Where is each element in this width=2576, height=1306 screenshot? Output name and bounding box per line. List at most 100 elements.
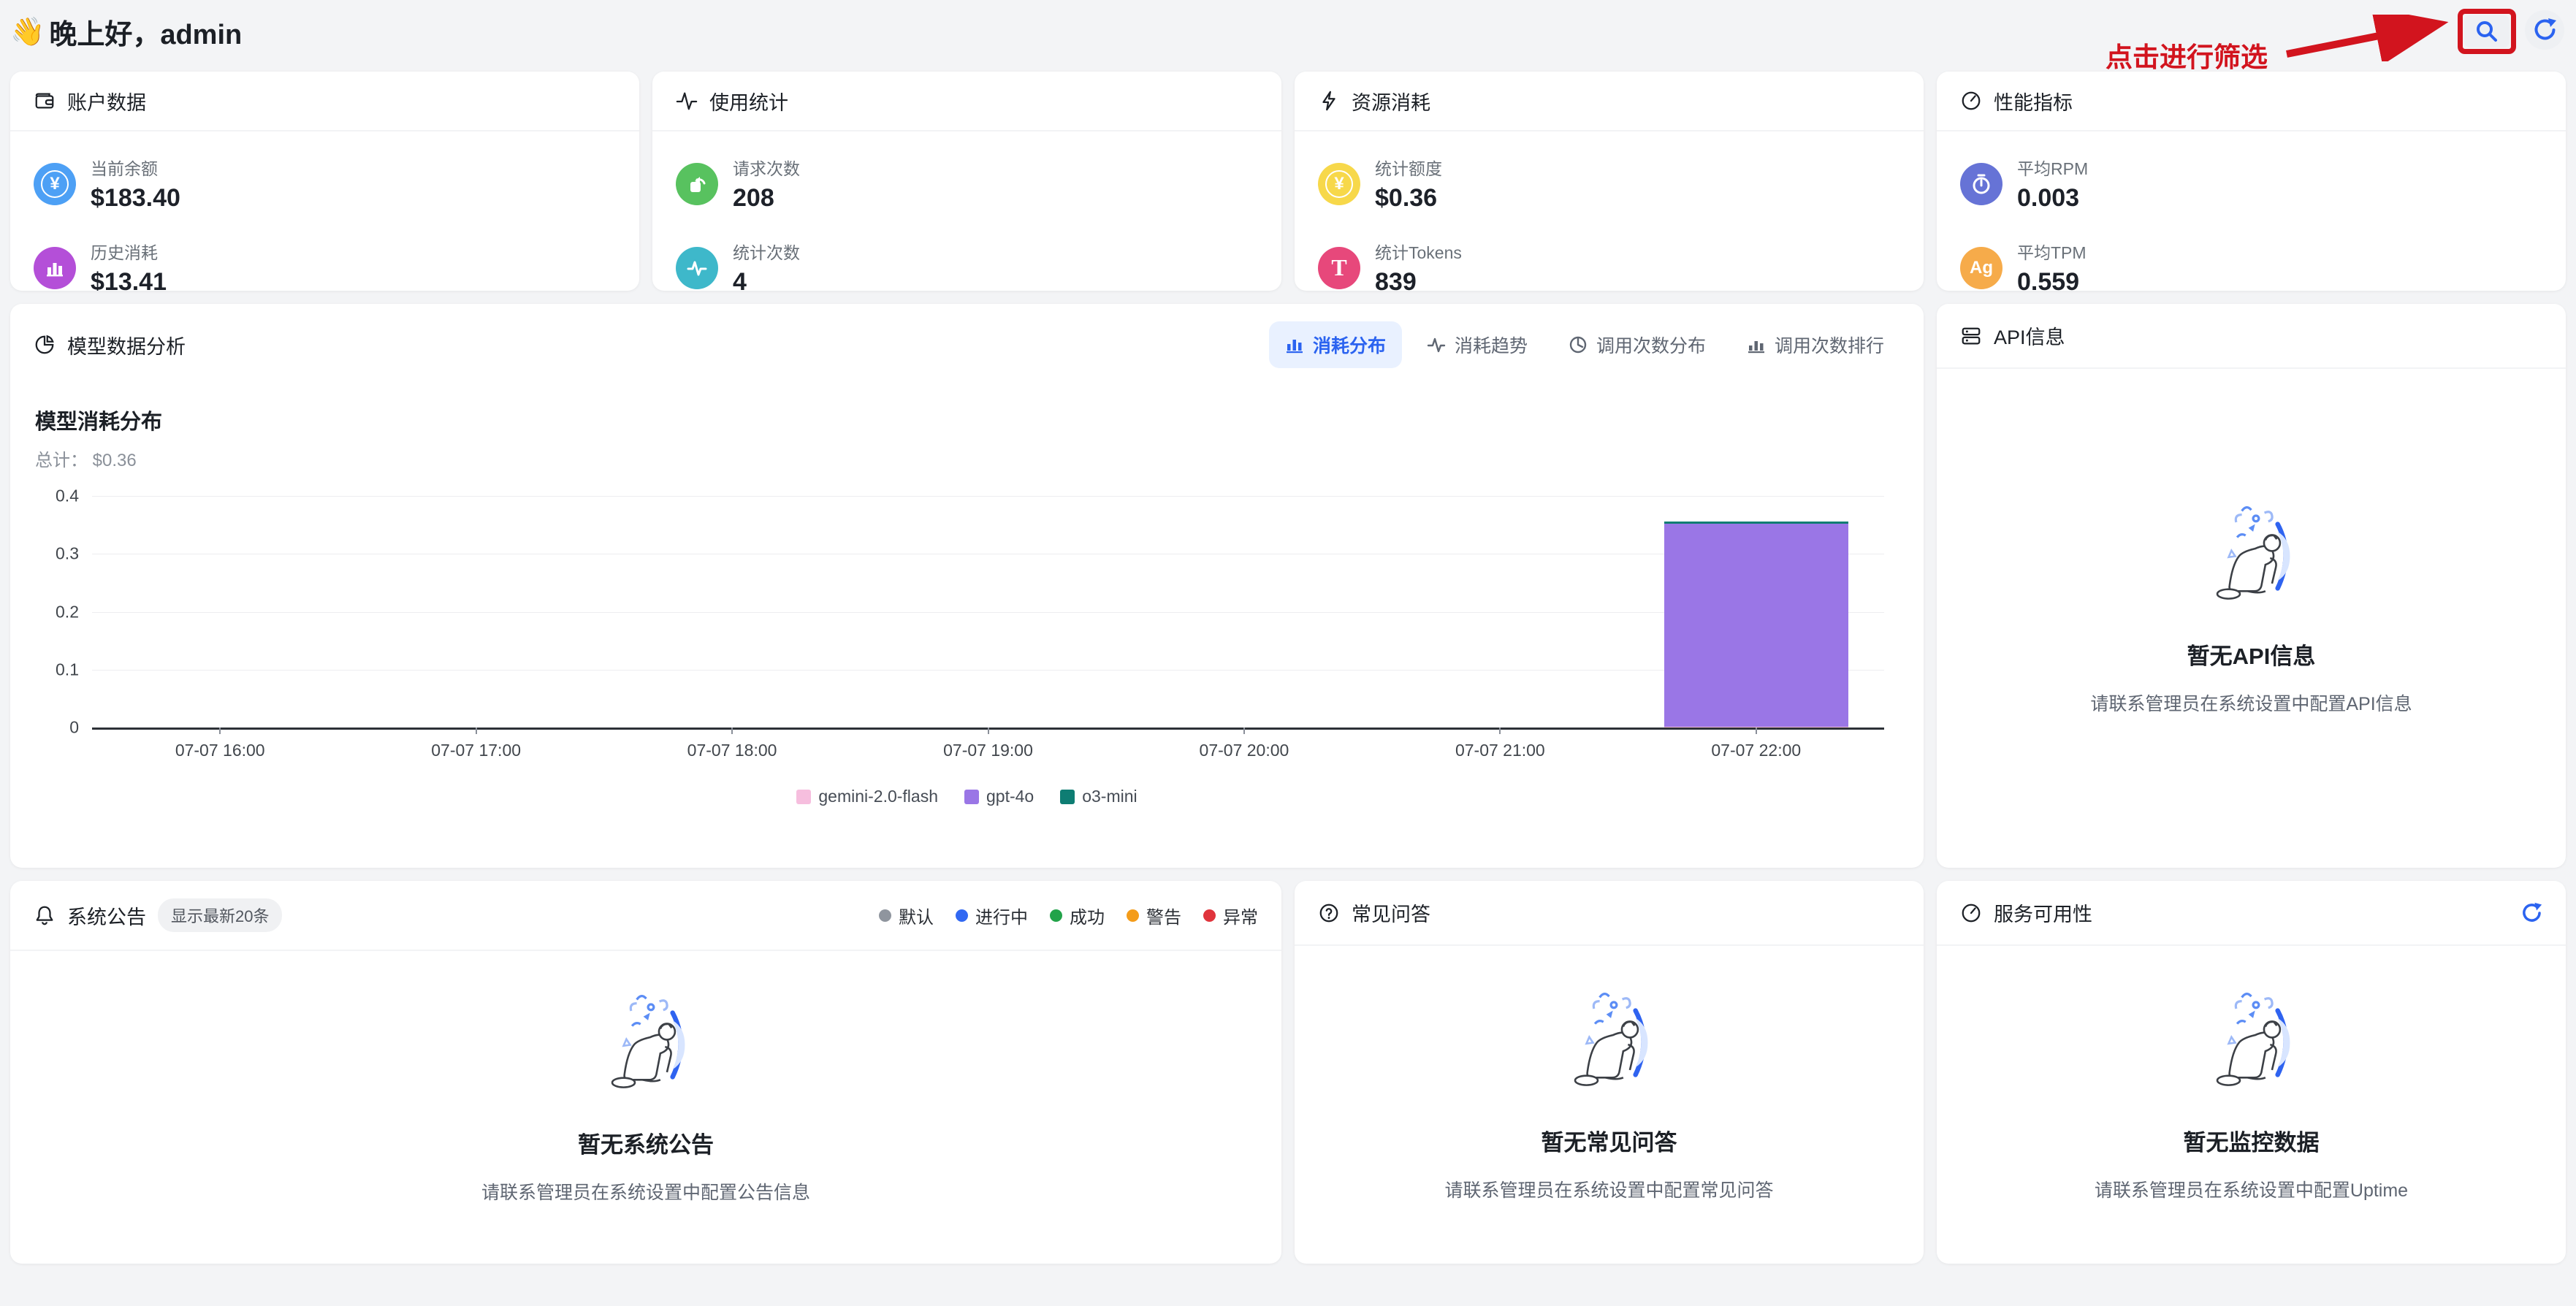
empty-desc: 请联系管理员在系统设置中配置API信息 [2090, 693, 2412, 714]
help-circle-icon [1319, 904, 1338, 922]
legend-dot [879, 909, 891, 922]
search-icon [2477, 21, 2497, 42]
gridline [92, 611, 1884, 613]
tab-call-count-ranking[interactable]: 调用次数排行 [1731, 321, 1900, 368]
card-performance-head: 性能指标 [1937, 72, 2566, 131]
tab-label: 消耗分布 [1312, 336, 1386, 356]
x-axis-label: 07-07 21:00 [1455, 741, 1545, 760]
legend-swatch [796, 789, 812, 804]
x-axis-tick [987, 728, 989, 734]
stat-history-consumption: 历史消耗 $13.41 [34, 239, 616, 291]
topbar-actions: 点击进行筛选 [2106, 9, 2564, 75]
legend-error: 异常 [1203, 903, 1258, 928]
stat-value: 839 [1375, 268, 1417, 291]
y-axis-label: 0 [69, 717, 79, 737]
wallet-icon [35, 93, 54, 109]
uptime-refresh-button[interactable] [2520, 902, 2542, 924]
uptime-head: 服务可用性 [1937, 881, 2566, 946]
stat-label: 请求次数 [733, 159, 800, 178]
card-performance: 性能指标 平均RPM 0.003 [1937, 72, 2566, 291]
chart-legend: gemini-2.0-flash gpt-4o o3-mini [10, 787, 1924, 806]
x-axis-tick [1755, 728, 1757, 734]
bell-icon [36, 906, 53, 925]
chart-total: 总计： $0.36 [35, 451, 137, 470]
legend-dot [956, 909, 968, 922]
stat-avg-tpm: Ag 平均TPM 0.559 [1960, 239, 2542, 291]
announcements-badge: 显示最新20条 [158, 898, 283, 932]
bar-segment-gpt-4o [1664, 524, 1848, 728]
legend-success: 成功 [1050, 903, 1105, 928]
tab-label: 消耗趋势 [1454, 336, 1528, 356]
card-api-info: API信息 暂无API信息 请联系管理员在系统设置中配置API信息 [1937, 304, 2566, 868]
stat-request-count: 请求次数 208 [676, 155, 1258, 213]
empty-title: 暂无系统公告 [578, 1132, 714, 1158]
stat-value: 4 [733, 268, 747, 291]
bar-chart-icon [1286, 340, 1303, 354]
card-title: 服务可用性 [1994, 904, 2092, 925]
x-axis-label: 07-07 16:00 [175, 741, 265, 760]
tab-call-count-distribution[interactable]: 调用次数分布 [1552, 321, 1722, 368]
stat-tokens: T 统计Tokens 839 [1318, 239, 1900, 291]
chart-legend-item: gemini-2.0-flash [796, 787, 938, 806]
chart-plot: 0 0.1 0.2 0.3 0.4 07-07 16:00 07-07 17:00 07-07… [56, 486, 1884, 760]
empty-desc: 请联系管理员在系统设置中配置Uptime [2094, 1180, 2409, 1201]
model-analysis-tabs: 消耗分布 消耗趋势 调用次数分布 [1268, 321, 1900, 368]
refresh-icon [2523, 902, 2542, 922]
empty-illustration [2195, 986, 2308, 1099]
gridline [92, 669, 1884, 671]
stat-value: 208 [733, 184, 774, 212]
stat-label: 当前余额 [91, 159, 158, 178]
card-title: 模型数据分析 [67, 335, 186, 358]
stat-value: $0.36 [1375, 184, 1438, 212]
stat-label: 平均RPM [2017, 159, 2089, 178]
x-axis-label: 07-07 18:00 [687, 741, 777, 760]
empty-illustration [590, 988, 703, 1101]
server-icon [1962, 327, 1981, 344]
card-title: 常见问答 [1352, 904, 1430, 925]
x-axis-label: 07-07 22:00 [1711, 741, 1802, 760]
empty-illustration [2195, 500, 2308, 613]
legend-dot [1203, 909, 1216, 922]
empty-title: 暂无监控数据 [2183, 1129, 2320, 1156]
dashboard-grid: 账户数据 ¥ 当前余额 $183.40 [10, 72, 2566, 1264]
page-greeting: 👋 晚上好，admin [10, 7, 2566, 52]
legend-default: 默认 [879, 903, 934, 928]
x-axis-label: 07-07 19:00 [943, 741, 1033, 760]
gauge-icon [1962, 91, 1981, 110]
stat-value: $183.40 [91, 184, 180, 212]
refresh-button[interactable] [2525, 10, 2564, 50]
tab-consumption-distribution[interactable]: 消耗分布 [1268, 321, 1402, 368]
stopwatch-icon [1960, 162, 2003, 205]
gauge-icon [1962, 904, 1981, 922]
card-title: 账户数据 [67, 91, 146, 114]
tab-consumption-trend[interactable]: 消耗趋势 [1411, 321, 1544, 368]
y-axis-label: 0.1 [56, 660, 79, 679]
legend-swatch [1060, 789, 1075, 804]
pie-chart-icon [35, 335, 54, 354]
search-button[interactable] [2464, 15, 2510, 47]
card-uptime: 服务可用性 暂无监控数据 请联系管理员在系统设置中配置Uptime [1937, 881, 2566, 1264]
wave-emoji: 👋 [10, 16, 45, 47]
legend-in-progress: 进行中 [956, 903, 1028, 928]
model-analysis-head: 模型数据分析 消耗分布 [10, 304, 1924, 386]
card-usage-stats: 使用统计 请求次数 208 [652, 72, 1281, 291]
activity-icon [676, 92, 698, 110]
filter-annotation-text: 点击进行筛选 [2106, 42, 2268, 72]
filter-annotation-arrow [2286, 15, 2449, 61]
card-title: API信息 [1994, 326, 2065, 348]
card-resource-head: 资源消耗 [1295, 72, 1924, 131]
stat-quota: ¥ 统计额度 $0.36 [1318, 155, 1900, 213]
legend-swatch [964, 789, 979, 804]
card-usage-head: 使用统计 [652, 72, 1281, 131]
stat-label: 历史消耗 [91, 243, 158, 262]
topbar: 👋 晚上好，admin 点击进行筛选 [10, 7, 2566, 72]
bar-segment-gemini-2.0-flash [1664, 727, 1848, 728]
filter-annotation-box [2458, 9, 2516, 54]
uptime-empty-state: 暂无监控数据 请联系管理员在系统设置中配置Uptime [1937, 946, 2566, 1264]
x-axis-label: 07-07 17:00 [431, 741, 522, 760]
gridline [92, 496, 1884, 497]
empty-title: 暂无常见问答 [1541, 1129, 1677, 1156]
api-info-head: API信息 [1937, 304, 2566, 369]
x-axis-tick [1499, 728, 1501, 734]
